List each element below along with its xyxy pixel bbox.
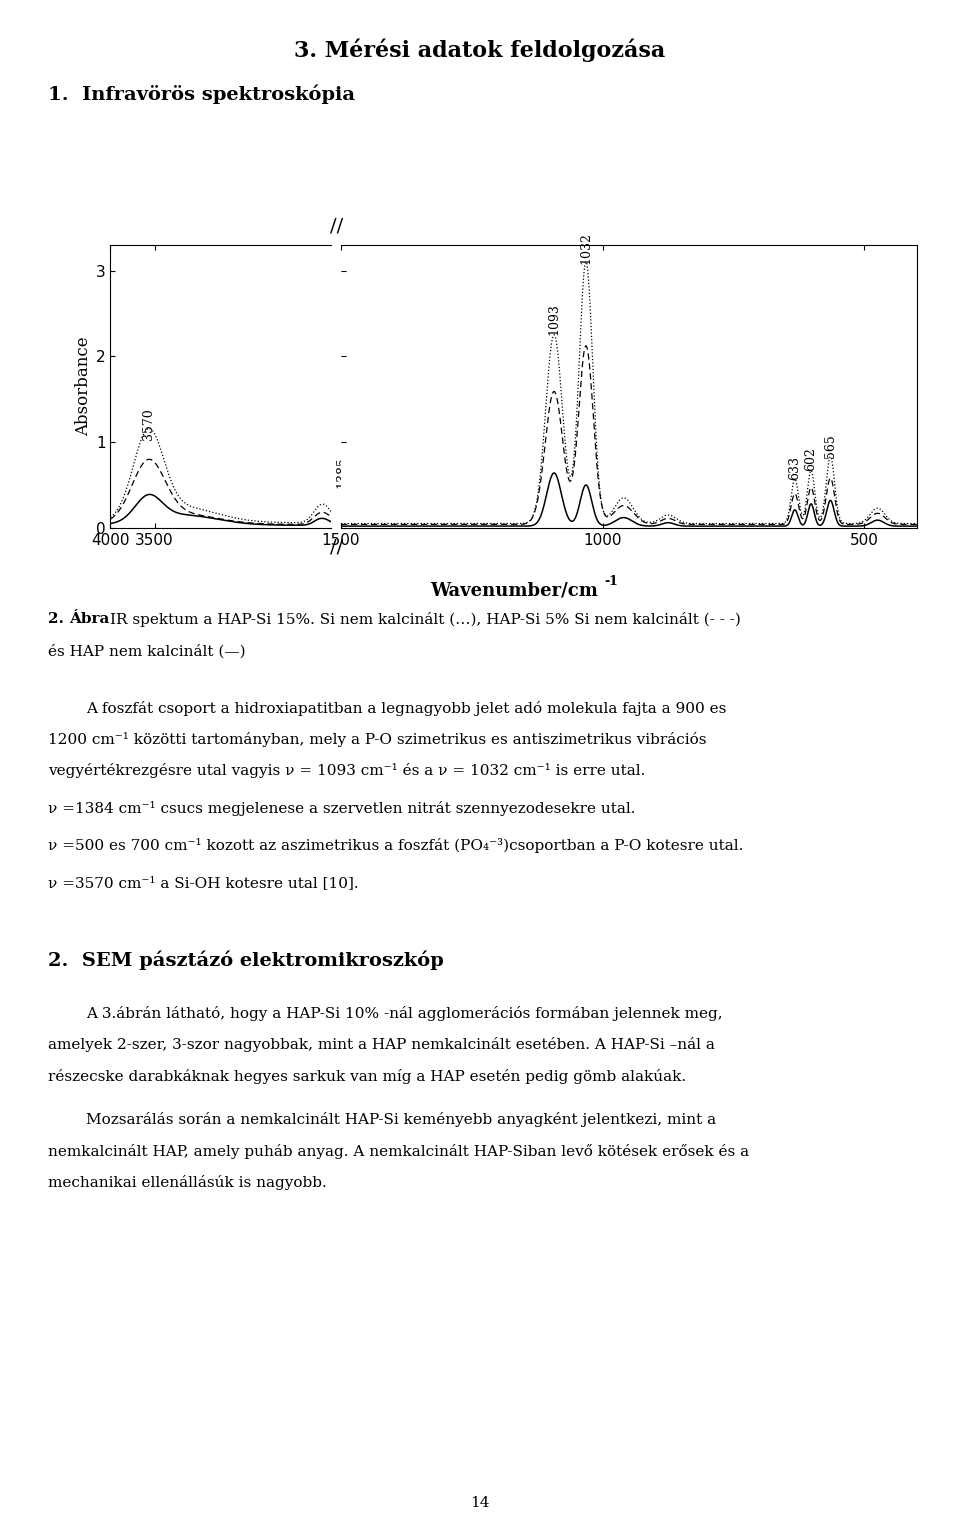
Text: és HAP nem kalcinált (—): és HAP nem kalcinált (—) [48,644,246,658]
Text: 565: 565 [824,435,837,457]
Text: ν =500 es 700 cm⁻¹ kozott az aszimetrikus a foszfát (PO₄⁻³)csoportban a P-O kote: ν =500 es 700 cm⁻¹ kozott az aszimetriku… [48,838,743,854]
Text: A 3.ábrán látható, hogy a HAP-Si 10% -nál agglomerációs formában jelennek meg,: A 3.ábrán látható, hogy a HAP-Si 10% -ná… [86,1007,723,1021]
Text: 2.  SEM pásztázó elektromikroszkóp: 2. SEM pásztázó elektromikroszkóp [48,950,444,970]
Text: amelyek 2-szer, 3-szor nagyobbak, mint a HAP nemkalcinált esetében. A HAP-Si –ná: amelyek 2-szer, 3-szor nagyobbak, mint a… [48,1037,715,1053]
Text: //: // [329,539,343,557]
Text: //: // [329,217,343,236]
Text: Wavenumber/cm: Wavenumber/cm [430,581,597,600]
Text: mechanikai ellenállásúk is nagyobb.: mechanikai ellenállásúk is nagyobb. [48,1175,326,1190]
Text: 2.: 2. [48,612,69,626]
Text: részecske darabkáknak hegyes sarkuk van míg a HAP esetén pedig gömb alakúak.: részecske darabkáknak hegyes sarkuk van … [48,1069,686,1083]
Text: vegyértékrezgésre utal vagyis ν = 1093 cm⁻¹ és a ν = 1032 cm⁻¹ is erre utal.: vegyértékrezgésre utal vagyis ν = 1093 c… [48,763,645,779]
Text: 633: 633 [788,456,802,480]
Text: 3. Mérési adatok feldolgozása: 3. Mérési adatok feldolgozása [295,38,665,61]
Text: 1200 cm⁻¹ közötti tartományban, mely a P-O szimetrikus es antiszimetrikus vibrác: 1200 cm⁻¹ közötti tartományban, mely a P… [48,733,707,747]
Text: IR spektum a HAP-Si 15%. Si nem kalcinált (…), HAP-Si 5% Si nem kalcinált (- - -: IR spektum a HAP-Si 15%. Si nem kalcinál… [110,612,741,627]
Text: 14: 14 [470,1496,490,1510]
Text: 1.  Infravörös spektroskópia: 1. Infravörös spektroskópia [48,84,355,104]
Text: ν =3570 cm⁻¹ a Si-OH kotesre utal [10].: ν =3570 cm⁻¹ a Si-OH kotesre utal [10]. [48,875,359,890]
Text: A foszfát csoport a hidroxiapatitban a legnagyobb jelet adó molekula fajta a 900: A foszfát csoport a hidroxiapatitban a l… [86,701,727,716]
Text: 1385: 1385 [335,456,348,488]
Text: nemkalcinált HAP, amely puháb anyag. A nemkalcinált HAP-Siban levő kötések erőse: nemkalcinált HAP, amely puháb anyag. A n… [48,1144,749,1158]
Text: Ábra: Ábra [69,612,109,626]
Text: -1: -1 [605,575,618,588]
Text: 1032: 1032 [580,231,592,263]
Text: ν =1384 cm⁻¹ csucs megjelenese a szervetlen nitrát szennyezodesekre utal.: ν =1384 cm⁻¹ csucs megjelenese a szervet… [48,802,636,815]
Text: 1093: 1093 [547,303,561,335]
Text: 602: 602 [804,447,818,471]
Text: Mozsarálás során a nemkalcinált HAP-Si keményebb anyagként jelentkezi, mint a: Mozsarálás során a nemkalcinált HAP-Si k… [86,1112,716,1128]
Text: 3570: 3570 [142,409,155,441]
Y-axis label: Absorbance: Absorbance [75,337,91,436]
